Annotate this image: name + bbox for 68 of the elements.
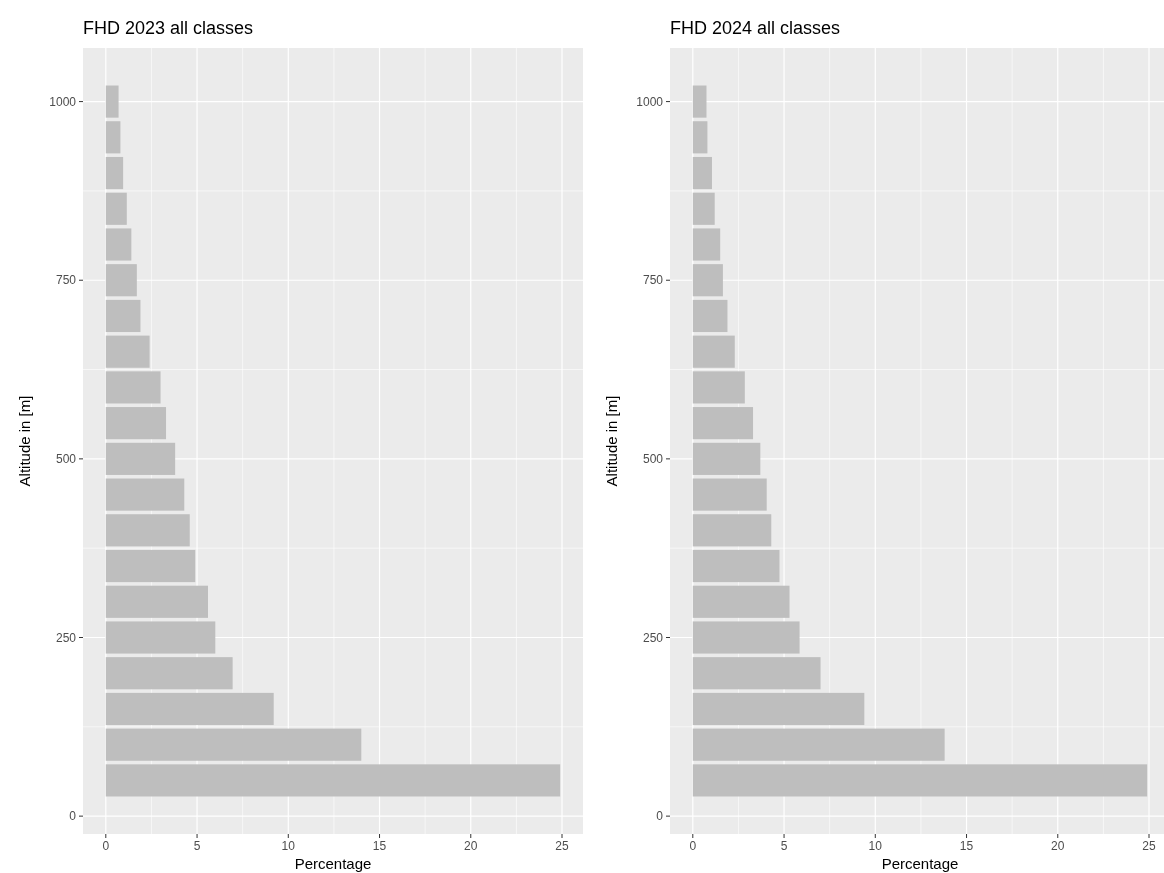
bar: [692, 228, 721, 261]
bar: [692, 585, 790, 618]
x-tick-label: 20: [1051, 839, 1065, 853]
y-tick-label: 250: [642, 630, 664, 645]
bar: [105, 228, 132, 261]
bar: [692, 121, 708, 154]
y-tick-label: 250: [55, 630, 77, 645]
bar: [692, 478, 767, 511]
bar: [105, 85, 119, 118]
bar: [692, 192, 715, 225]
bar: [692, 371, 745, 404]
bar: [692, 407, 754, 440]
bar: [105, 478, 185, 511]
bar: [692, 764, 1148, 797]
bar: [105, 549, 196, 583]
y-tick-label: 500: [642, 451, 664, 466]
bar: [692, 264, 723, 297]
y-tick-label: 1000: [636, 94, 664, 109]
x-tick-label: 0: [689, 839, 697, 853]
bar: [105, 442, 176, 475]
bar: [105, 335, 150, 368]
y-tick-label: 0: [656, 809, 664, 824]
bar: [105, 621, 216, 654]
x-axis-title: Percentage: [881, 855, 959, 872]
bar: [692, 549, 780, 583]
y-axis-title: Altitude in [m]: [16, 395, 33, 487]
x-tick-label: 5: [780, 839, 788, 853]
chart-title: FHD 2023 all classes: [83, 18, 254, 38]
x-tick-label: 0: [102, 839, 110, 853]
y-tick-label: 0: [69, 809, 77, 824]
y-tick-label: 750: [642, 273, 664, 288]
x-tick-label: 25: [1142, 839, 1157, 853]
bar: [105, 514, 190, 547]
bar: [105, 299, 141, 333]
bar: [692, 621, 800, 654]
bar: [105, 156, 124, 190]
bar: [105, 264, 137, 297]
bar: [105, 728, 362, 761]
bar: [105, 121, 121, 154]
bar: [105, 192, 127, 225]
chart-title: FHD 2024 all classes: [670, 18, 841, 38]
x-axis-title: Percentage: [294, 855, 372, 872]
bar: [692, 85, 707, 118]
bar: [105, 657, 233, 690]
x-tick-label: 25: [555, 839, 570, 853]
y-tick-label: 500: [55, 451, 77, 466]
bar: [105, 371, 161, 404]
bar: [692, 335, 735, 368]
bar: [692, 156, 712, 190]
bar: [692, 728, 945, 761]
y-tick-label: 750: [55, 273, 77, 288]
x-tick-label: 5: [193, 839, 201, 853]
bar: [692, 657, 821, 690]
bar: [105, 585, 208, 618]
bar: [692, 692, 865, 726]
bar: [692, 299, 728, 333]
x-tick-label: 15: [372, 839, 387, 853]
y-axis-title: Altitude in [m]: [603, 395, 620, 487]
bar: [692, 514, 772, 547]
bar: [105, 764, 561, 797]
bar: [105, 407, 167, 440]
x-tick-label: 15: [959, 839, 974, 853]
x-tick-label: 10: [281, 839, 296, 853]
y-tick-label: 1000: [49, 94, 77, 109]
x-tick-label: 20: [464, 839, 478, 853]
bar: [105, 692, 274, 726]
bar: [692, 442, 761, 475]
x-tick-label: 10: [868, 839, 883, 853]
